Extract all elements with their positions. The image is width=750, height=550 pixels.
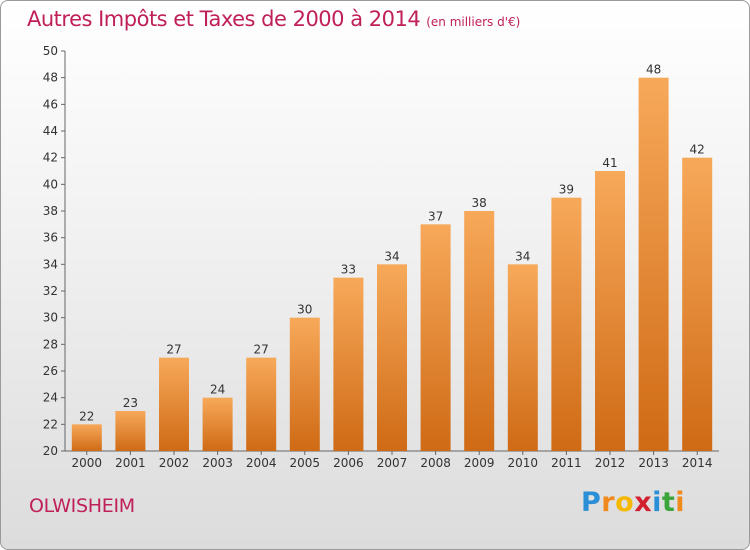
y-tick-label: 48 bbox=[43, 71, 58, 85]
bar bbox=[638, 77, 669, 452]
x-tick-label: 2010 bbox=[508, 456, 539, 470]
logo-letter: o bbox=[615, 487, 635, 518]
y-tick-label: 38 bbox=[43, 204, 58, 218]
bar bbox=[159, 357, 189, 451]
y-tick-label: 36 bbox=[43, 231, 58, 245]
bar bbox=[464, 211, 495, 451]
x-tick-label: 2014 bbox=[682, 456, 713, 470]
x-tick-label: 2012 bbox=[595, 456, 626, 470]
y-tick-label: 50 bbox=[43, 44, 58, 58]
x-tick-label: 2004 bbox=[246, 456, 277, 470]
y-tick-label: 44 bbox=[43, 124, 58, 138]
logo-letter: t bbox=[661, 487, 676, 518]
x-tick-label: 2008 bbox=[420, 456, 451, 470]
x-tick-label: 2011 bbox=[551, 456, 582, 470]
bar bbox=[115, 411, 146, 451]
bar-value-label: 23 bbox=[123, 396, 138, 410]
bar-value-label: 38 bbox=[472, 196, 487, 210]
chart-title: Autres Impôts et Taxes de 2000 à 2014 bbox=[27, 7, 421, 31]
bar bbox=[420, 224, 451, 451]
bar-value-label: 30 bbox=[297, 303, 312, 317]
bar bbox=[595, 171, 625, 451]
bar bbox=[202, 397, 233, 451]
x-tick-label: 2003 bbox=[202, 456, 233, 470]
y-tick-label: 24 bbox=[43, 391, 58, 405]
x-tick-label: 2009 bbox=[464, 456, 495, 470]
bar-value-label: 34 bbox=[515, 249, 530, 263]
y-tick-label: 30 bbox=[43, 311, 58, 325]
y-tick-label: 32 bbox=[43, 284, 58, 298]
y-tick-label: 26 bbox=[43, 364, 58, 378]
y-tick-label: 46 bbox=[43, 97, 58, 111]
x-tick-label: 2001 bbox=[115, 456, 146, 470]
bar-value-label: 39 bbox=[559, 183, 574, 197]
y-tick-label: 20 bbox=[43, 444, 58, 458]
x-tick-label: 2000 bbox=[72, 456, 103, 470]
bar-value-label: 22 bbox=[79, 409, 94, 423]
bar-value-label: 34 bbox=[384, 249, 399, 263]
x-tick-label: 2013 bbox=[638, 456, 669, 470]
x-tick-label: 2007 bbox=[377, 456, 408, 470]
y-tick-label: 42 bbox=[43, 151, 58, 165]
chart-unit: (en milliers d'€) bbox=[426, 15, 521, 29]
y-tick-label: 34 bbox=[43, 257, 58, 271]
bar-value-label: 48 bbox=[646, 63, 661, 77]
proxiti-logo[interactable]: Proxiti bbox=[581, 487, 685, 518]
bar bbox=[377, 264, 407, 451]
bar-value-label: 27 bbox=[254, 343, 269, 357]
bar-value-label: 24 bbox=[210, 383, 225, 397]
logo-letter: i bbox=[652, 487, 662, 518]
bar-value-label: 42 bbox=[690, 143, 705, 157]
bar bbox=[246, 357, 277, 451]
bar-value-label: 41 bbox=[602, 156, 617, 170]
y-tick-label: 28 bbox=[43, 337, 58, 351]
bar bbox=[71, 424, 102, 451]
bar bbox=[289, 317, 320, 451]
y-tick-label: 22 bbox=[43, 417, 58, 431]
bar bbox=[682, 157, 713, 451]
bar bbox=[551, 197, 582, 451]
logo-letter: x bbox=[634, 487, 653, 518]
x-tick-label: 2006 bbox=[333, 456, 364, 470]
bar bbox=[333, 277, 364, 451]
y-tick-label: 40 bbox=[43, 177, 58, 191]
bar-value-label: 37 bbox=[428, 209, 443, 223]
logo-letter: r bbox=[601, 487, 616, 518]
bar-value-label: 33 bbox=[341, 263, 356, 277]
x-tick-label: 2002 bbox=[159, 456, 190, 470]
x-tick-label: 2005 bbox=[290, 456, 321, 470]
bar bbox=[507, 264, 538, 451]
bar-value-label: 27 bbox=[166, 343, 181, 357]
logo-letter: i bbox=[675, 487, 686, 518]
title-row: Autres Impôts et Taxes de 2000 à 2014 (en… bbox=[27, 7, 520, 31]
logo-letter: P bbox=[581, 487, 602, 518]
commune-name: OLWISHEIM bbox=[29, 495, 135, 517]
